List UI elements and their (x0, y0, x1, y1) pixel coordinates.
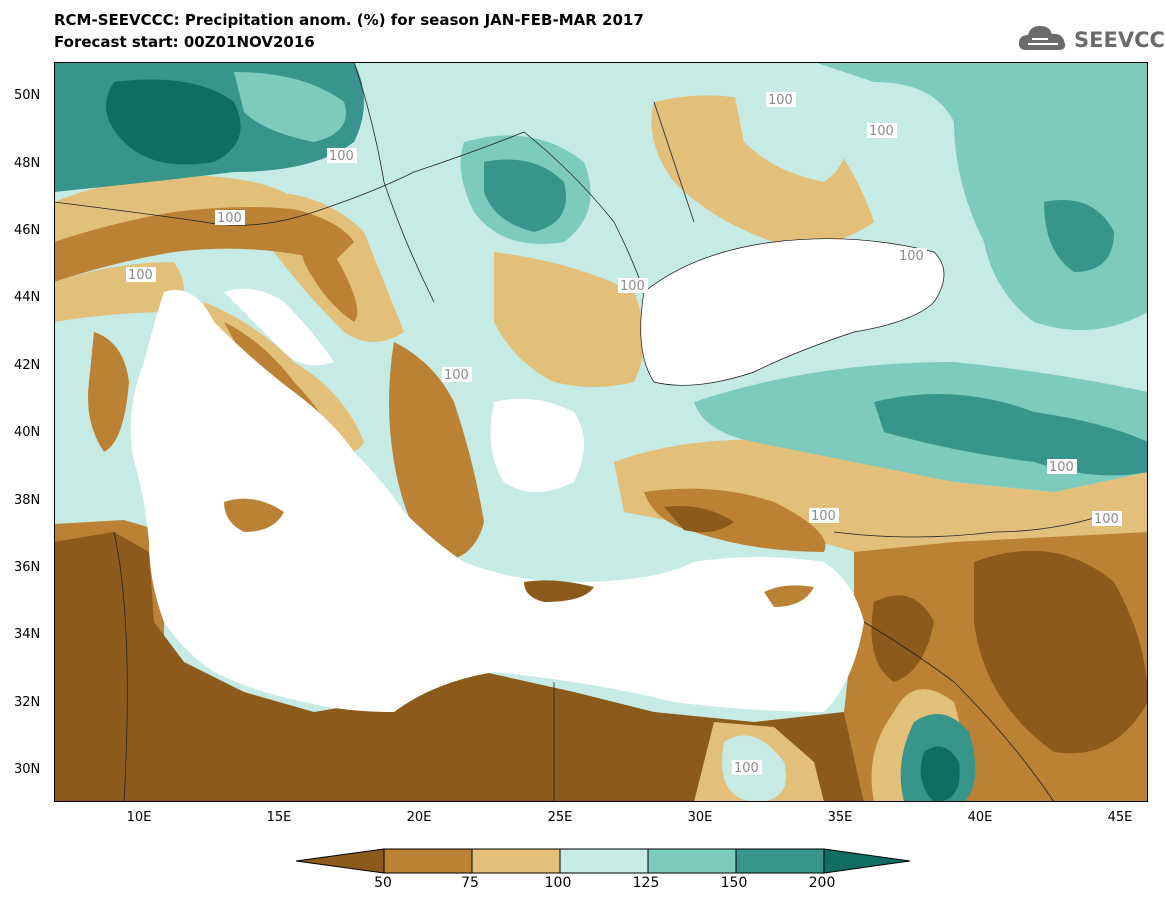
lon-label: 35E (827, 810, 853, 825)
colorbar (296, 848, 911, 874)
border-line (353, 62, 435, 303)
border-line (54, 131, 525, 226)
map-frame (54, 62, 1148, 802)
field-turkey-dark (664, 506, 734, 533)
lat-label: 48N (14, 156, 41, 171)
seevccc-logo: SEEVCCC (1018, 22, 1165, 54)
lat-label: 50N (14, 88, 41, 103)
contour-label: 100 (620, 279, 645, 294)
border-line (833, 511, 1115, 538)
border-line (653, 101, 695, 223)
field-ukraine-pale (734, 90, 847, 182)
colorbar-label: 50 (374, 875, 392, 891)
contour-label: 100 (899, 249, 924, 264)
lat-label: 34N (14, 627, 41, 642)
field-levant-dark (871, 595, 934, 682)
lat-label: 36N (14, 560, 41, 575)
contour-label-bg (897, 248, 927, 263)
map-title: RCM-SEEVCCC: Precipitation anom. (%) for… (54, 11, 644, 29)
contour-label: 100 (217, 211, 242, 226)
lat-label: 30N (14, 762, 41, 777)
coastline (640, 238, 945, 386)
border-line (863, 621, 1055, 802)
field-greece (389, 342, 484, 562)
lon-label: 25E (547, 810, 573, 825)
lon-label: 20E (406, 810, 432, 825)
lat-label: 46N (14, 223, 41, 238)
field-russia-deep (1044, 200, 1114, 272)
field-libya-egypt (54, 532, 864, 802)
contour-label: 100 (734, 761, 759, 776)
contour-label-bg (1092, 511, 1122, 526)
contour-label: 100 (768, 93, 793, 108)
contour-label-bg (766, 92, 796, 107)
contour-label: 100 (329, 149, 354, 164)
lat-label: 40N (14, 425, 41, 440)
field-corsica-sardinia (88, 332, 129, 452)
cloud-icon (1018, 26, 1066, 50)
black-sea (640, 238, 944, 386)
contour-label-bg (809, 508, 839, 523)
lon-label: 10E (126, 810, 152, 825)
lon-label: 30E (687, 810, 713, 825)
forecast-start: Forecast start: 00Z01NOV2016 (54, 33, 315, 51)
lat-label: 44N (14, 290, 41, 305)
contour-label: 100 (1049, 460, 1074, 475)
mediterranean-sea (130, 290, 865, 712)
aegean-sea (490, 398, 584, 492)
colorbar-label: 200 (808, 875, 836, 891)
lat-label: 42N (14, 358, 41, 373)
field-germany-deep (106, 79, 241, 165)
contour-label-bg (442, 367, 472, 382)
crete (524, 580, 594, 602)
contour-label-bg (732, 760, 762, 775)
contour-label: 100 (1094, 512, 1119, 527)
colorbar-label: 75 (461, 875, 479, 891)
colorbar-cell (471, 848, 561, 874)
contour-label-bg (1047, 459, 1077, 474)
precipitation-map: 100 100 100 100 100 100 100 100 100 100 100 100 (54, 62, 1148, 802)
colorbar-cell (383, 848, 473, 874)
adriatic-sea (224, 288, 334, 366)
cyprus (764, 585, 814, 607)
contour-label-bg (327, 148, 357, 163)
colorbar-cell (296, 848, 385, 874)
colorbar-label: 150 (720, 875, 748, 891)
sicily (224, 498, 284, 532)
contour-label: 100 (811, 509, 836, 524)
contour-label: 100 (444, 368, 469, 383)
field-syria-iraq-dark (974, 550, 1148, 754)
colorbar-label: 100 (544, 875, 572, 891)
colorbar-cell (647, 848, 737, 874)
lat-label: 38N (14, 493, 41, 508)
colorbar-cell (823, 848, 911, 874)
field-poland-teal (234, 72, 346, 142)
field-carpathian-deep (484, 159, 566, 232)
lon-label: 15E (266, 810, 292, 825)
contour-label-bg (867, 123, 897, 138)
field-turkey-coast (644, 488, 826, 552)
contour-label-bg (215, 210, 245, 225)
field-romania-bulgaria (494, 252, 644, 387)
contour-label-bg (618, 278, 648, 293)
border-line (113, 531, 128, 802)
colorbar-label: 125 (632, 875, 660, 891)
field-alps-tan (54, 175, 314, 242)
lon-label: 40E (967, 810, 993, 825)
logo-text: SEEVCCC (1074, 28, 1165, 52)
lon-label: 45E (1107, 810, 1133, 825)
border-line (523, 131, 645, 293)
lat-label: 32N (14, 695, 41, 710)
contour-label: 100 (869, 124, 894, 139)
field-pontic-teal (874, 394, 1148, 476)
contour-label-bg (126, 267, 156, 282)
contour-label: 100 (128, 268, 153, 283)
field-saudi-deep (920, 746, 960, 802)
colorbar-cell (559, 848, 649, 874)
colorbar-cell (735, 848, 825, 874)
